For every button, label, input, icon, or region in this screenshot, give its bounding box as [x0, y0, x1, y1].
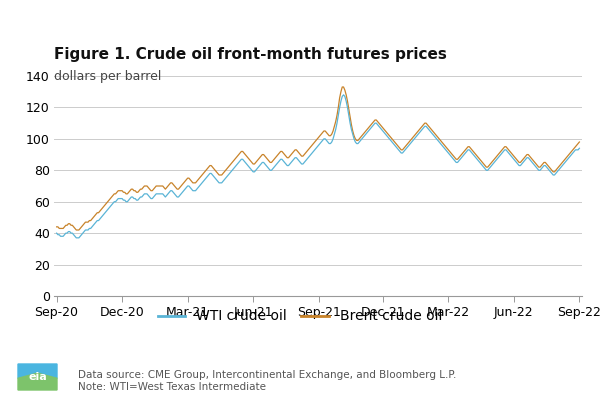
Text: dollars per barrel: dollars per barrel	[54, 70, 161, 83]
Polygon shape	[18, 364, 57, 378]
Text: Data source: CME Group, Intercontinental Exchange, and Bloomberg L.P.: Data source: CME Group, Intercontinental…	[78, 370, 457, 380]
Polygon shape	[18, 373, 57, 390]
Text: eia: eia	[28, 372, 47, 382]
Legend: WTI crude oil, Brent crude oil: WTI crude oil, Brent crude oil	[152, 304, 448, 329]
Text: Note: WTI=West Texas Intermediate: Note: WTI=West Texas Intermediate	[78, 382, 266, 392]
Text: Figure 1. Crude oil front-month futures prices: Figure 1. Crude oil front-month futures …	[54, 47, 447, 62]
